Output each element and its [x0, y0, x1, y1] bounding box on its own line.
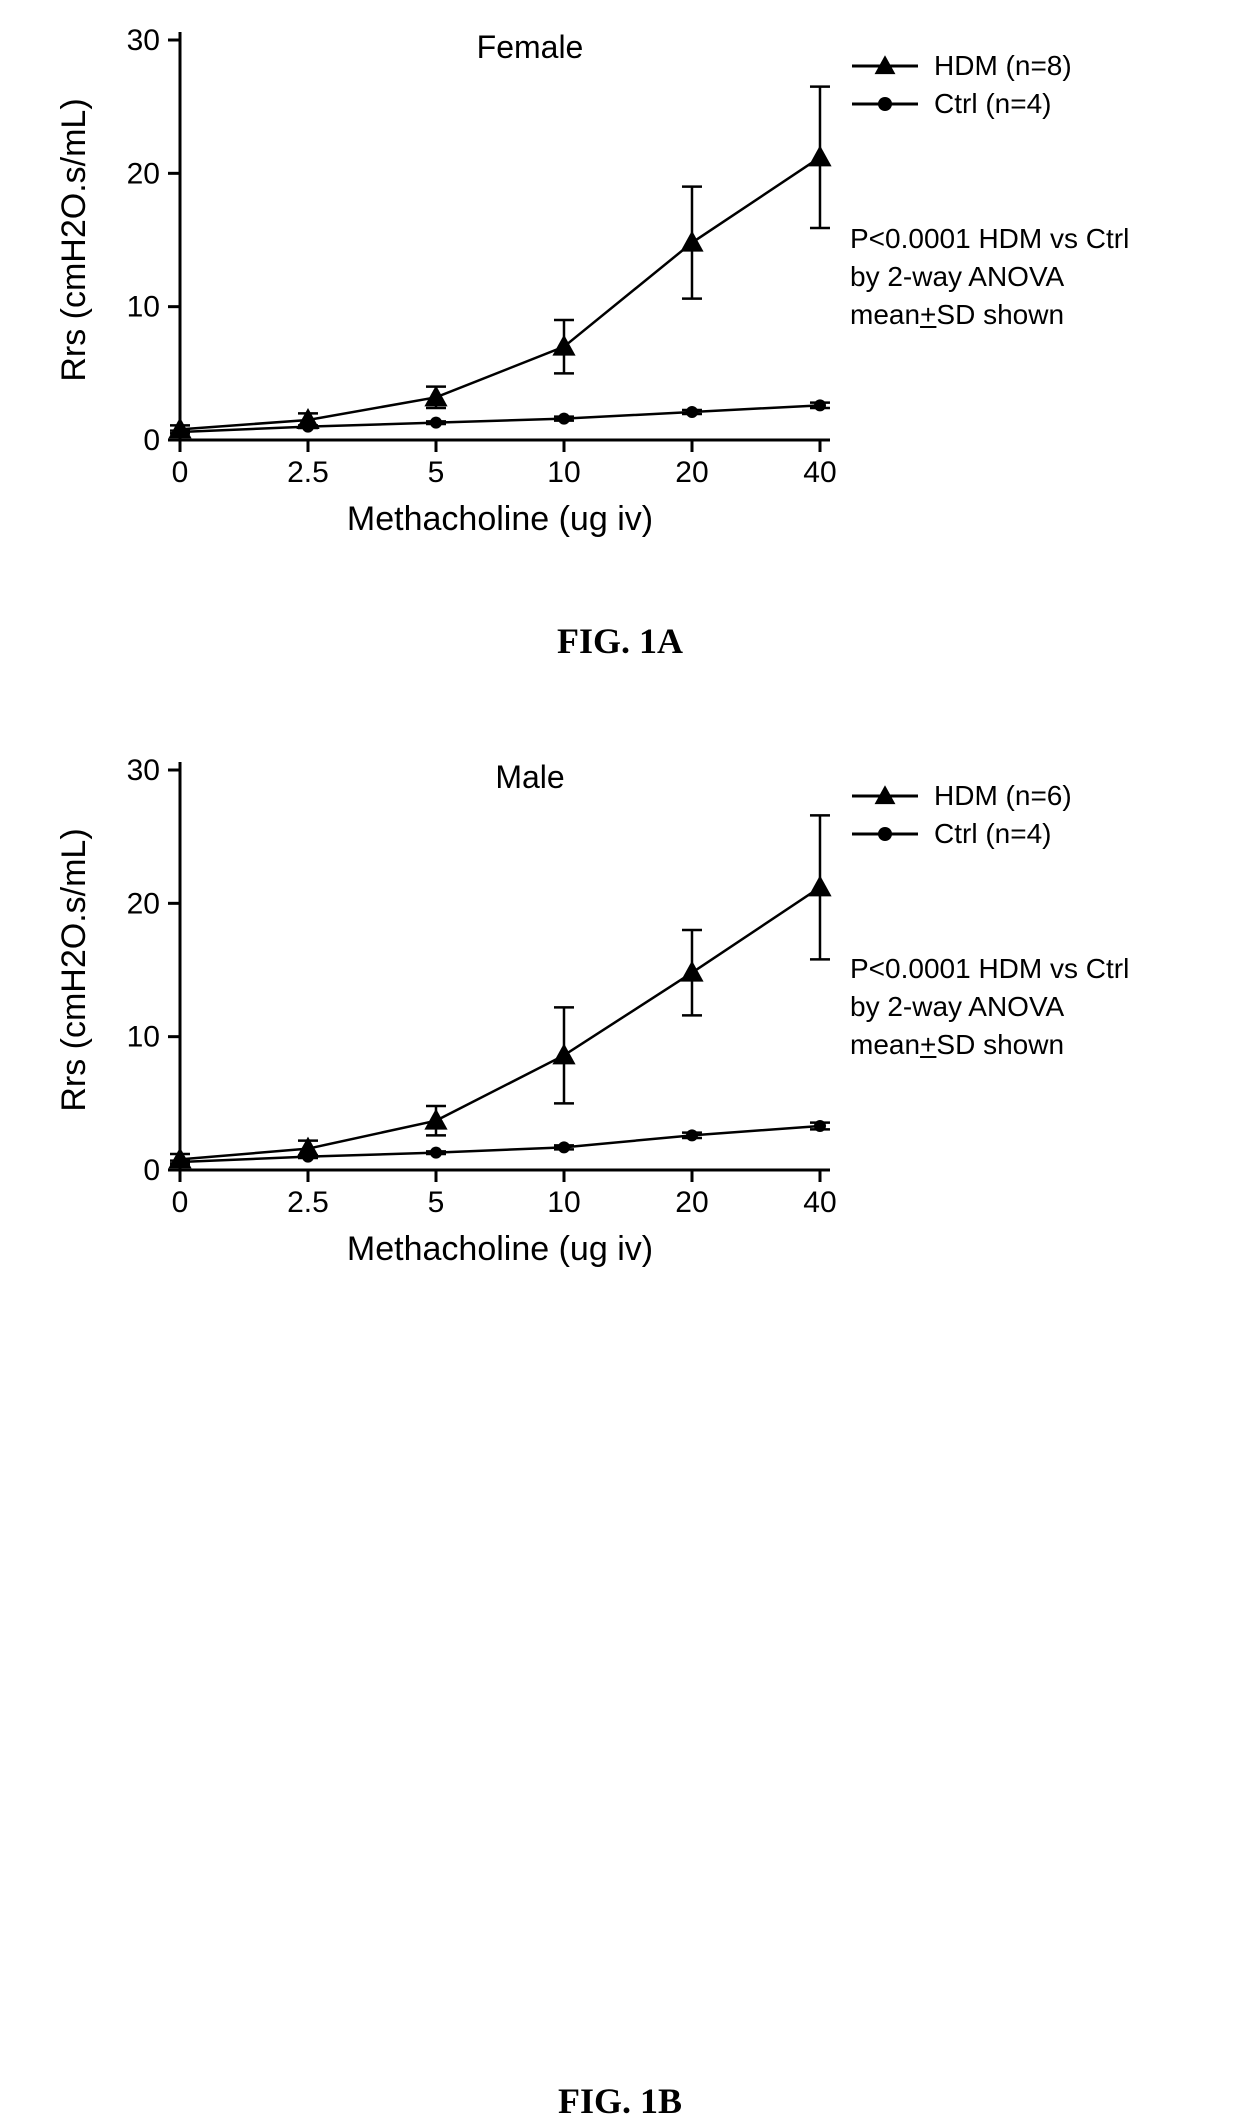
svg-text:5: 5	[428, 456, 445, 489]
svg-text:10: 10	[547, 1186, 580, 1219]
caption-fig-1b: FIG. 1B	[0, 2080, 1240, 2122]
circle-marker-icon	[850, 819, 920, 849]
chart-svg-female: 0 10 20 30 0 2.5 5 10 20 40 Rrs (cmH2O.s/mL) Methac…	[40, 10, 840, 570]
legend-item: HDM (n=6)	[850, 780, 1230, 812]
caption-fig-1a: FIG. 1A	[0, 620, 1240, 662]
svg-text:Rrs (cmH2O.s/mL): Rrs (cmH2O.s/mL)	[55, 98, 93, 381]
svg-text:30: 30	[127, 24, 160, 57]
svg-text:2.5: 2.5	[287, 1186, 329, 1219]
stats-line: by 2-way ANOVA	[850, 988, 1230, 1026]
chart-female: 0 10 20 30 0 2.5 5 10 20 40 Rrs (cmH2O.s/mL) Methac…	[40, 10, 840, 570]
triangle-marker-icon	[850, 781, 920, 811]
legend-label: HDM (n=6)	[934, 780, 1072, 812]
side-male: HDM (n=6) Ctrl (n=4) P<0.0001 HDM vs Ctrl…	[850, 780, 1230, 1063]
triangle-marker-icon	[850, 51, 920, 81]
stats-line: by 2-way ANOVA	[850, 258, 1230, 296]
legend-label: Ctrl (n=4)	[934, 818, 1051, 850]
svg-text:20: 20	[675, 456, 708, 489]
svg-text:30: 30	[127, 754, 160, 787]
svg-text:Rrs (cmH2O.s/mL): Rrs (cmH2O.s/mL)	[55, 828, 93, 1111]
stats-line: mean+SD shown	[850, 1026, 1230, 1064]
svg-text:20: 20	[127, 887, 160, 920]
svg-text:5: 5	[428, 1186, 445, 1219]
svg-text:10: 10	[127, 291, 160, 324]
panel-fig-1b: 0 10 20 30 0 2.5 5 10 20 40 Rrs (cmH2O.s/mL) Methac…	[0, 740, 1240, 1440]
stats-female: P<0.0001 HDM vs Ctrlby 2-way ANOVAmean+S…	[850, 220, 1230, 333]
svg-text:0: 0	[172, 1186, 189, 1219]
stats-male: P<0.0001 HDM vs Ctrlby 2-way ANOVAmean+S…	[850, 950, 1230, 1063]
svg-text:Methacholine (ug iv): Methacholine (ug iv)	[347, 1230, 653, 1268]
svg-text:Female: Female	[477, 29, 584, 65]
svg-text:10: 10	[547, 456, 580, 489]
svg-text:2.5: 2.5	[287, 456, 329, 489]
svg-text:10: 10	[127, 1021, 160, 1054]
chart-male: 0 10 20 30 0 2.5 5 10 20 40 Rrs (cmH2O.s/mL) Methac…	[40, 740, 840, 1300]
svg-text:Male: Male	[495, 759, 564, 795]
svg-text:0: 0	[172, 456, 189, 489]
svg-text:0: 0	[143, 424, 160, 457]
svg-text:40: 40	[803, 456, 836, 489]
svg-text:20: 20	[675, 1186, 708, 1219]
legend-female: HDM (n=8) Ctrl (n=4)	[850, 50, 1230, 120]
legend-label: Ctrl (n=4)	[934, 88, 1051, 120]
stats-line: mean+SD shown	[850, 296, 1230, 334]
legend-item: HDM (n=8)	[850, 50, 1230, 82]
stats-line: P<0.0001 HDM vs Ctrl	[850, 950, 1230, 988]
svg-text:Methacholine (ug iv): Methacholine (ug iv)	[347, 500, 653, 538]
svg-text:0: 0	[143, 1154, 160, 1187]
side-female: HDM (n=8) Ctrl (n=4) P<0.0001 HDM vs Ctrl…	[850, 50, 1230, 333]
chart-svg-male: 0 10 20 30 0 2.5 5 10 20 40 Rrs (cmH2O.s/mL) Methac…	[40, 740, 840, 1300]
panel-fig-1a: 0 10 20 30 0 2.5 5 10 20 40 Rrs (cmH2O.s/mL) Methac…	[0, 10, 1240, 710]
legend-item: Ctrl (n=4)	[850, 818, 1230, 850]
svg-text:20: 20	[127, 157, 160, 190]
legend-label: HDM (n=8)	[934, 50, 1072, 82]
page: 0 10 20 30 0 2.5 5 10 20 40 Rrs (cmH2O.s/mL) Methac…	[0, 0, 1240, 1458]
circle-marker-icon	[850, 89, 920, 119]
legend-male: HDM (n=6) Ctrl (n=4)	[850, 780, 1230, 850]
stats-line: P<0.0001 HDM vs Ctrl	[850, 220, 1230, 258]
legend-item: Ctrl (n=4)	[850, 88, 1230, 120]
svg-text:40: 40	[803, 1186, 836, 1219]
